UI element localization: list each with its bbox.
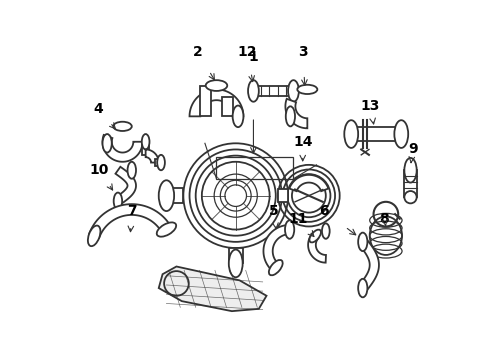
- Polygon shape: [159, 266, 267, 311]
- Text: 8: 8: [379, 212, 389, 226]
- Text: 7: 7: [127, 204, 137, 218]
- Polygon shape: [146, 149, 159, 163]
- Ellipse shape: [157, 222, 176, 237]
- Text: 9: 9: [408, 143, 417, 157]
- Polygon shape: [142, 142, 149, 155]
- Ellipse shape: [297, 85, 318, 94]
- Polygon shape: [404, 170, 416, 197]
- Ellipse shape: [142, 134, 149, 149]
- Polygon shape: [200, 86, 211, 116]
- Polygon shape: [229, 248, 243, 264]
- Ellipse shape: [285, 220, 294, 239]
- Ellipse shape: [358, 233, 368, 251]
- Polygon shape: [264, 225, 290, 271]
- Polygon shape: [89, 204, 171, 238]
- Ellipse shape: [114, 193, 122, 210]
- Ellipse shape: [286, 106, 295, 126]
- Polygon shape: [222, 97, 233, 116]
- Polygon shape: [308, 234, 326, 263]
- Polygon shape: [190, 89, 244, 116]
- Polygon shape: [289, 175, 328, 191]
- Text: 3: 3: [298, 45, 308, 59]
- Ellipse shape: [127, 162, 136, 179]
- Ellipse shape: [310, 230, 321, 242]
- Text: 10: 10: [90, 163, 109, 177]
- Ellipse shape: [88, 226, 100, 246]
- Ellipse shape: [344, 120, 358, 148]
- Polygon shape: [155, 159, 161, 166]
- Text: 2: 2: [193, 45, 203, 59]
- Ellipse shape: [102, 134, 112, 153]
- Text: 11: 11: [288, 212, 308, 226]
- Ellipse shape: [404, 191, 416, 203]
- Text: 4: 4: [93, 102, 103, 116]
- Text: 14: 14: [293, 135, 313, 149]
- Ellipse shape: [229, 249, 243, 277]
- Ellipse shape: [248, 80, 259, 102]
- Text: 5: 5: [270, 204, 279, 218]
- Polygon shape: [167, 188, 183, 203]
- Polygon shape: [116, 167, 136, 204]
- Text: 6: 6: [319, 204, 329, 218]
- Polygon shape: [102, 135, 143, 162]
- Polygon shape: [351, 127, 401, 141]
- Ellipse shape: [322, 223, 330, 239]
- Text: 12: 12: [238, 45, 257, 59]
- Text: 13: 13: [361, 99, 380, 113]
- Polygon shape: [253, 86, 294, 96]
- Ellipse shape: [404, 158, 416, 183]
- Ellipse shape: [159, 180, 174, 211]
- Ellipse shape: [358, 279, 368, 297]
- Ellipse shape: [113, 122, 132, 131]
- Ellipse shape: [206, 80, 227, 91]
- Polygon shape: [278, 189, 288, 202]
- Polygon shape: [285, 99, 307, 128]
- Ellipse shape: [157, 155, 165, 170]
- Ellipse shape: [394, 120, 408, 148]
- Polygon shape: [359, 239, 379, 291]
- Text: 1: 1: [248, 50, 258, 64]
- Ellipse shape: [288, 80, 299, 102]
- Ellipse shape: [269, 260, 283, 275]
- Bar: [217, 157, 294, 179]
- Ellipse shape: [233, 105, 244, 127]
